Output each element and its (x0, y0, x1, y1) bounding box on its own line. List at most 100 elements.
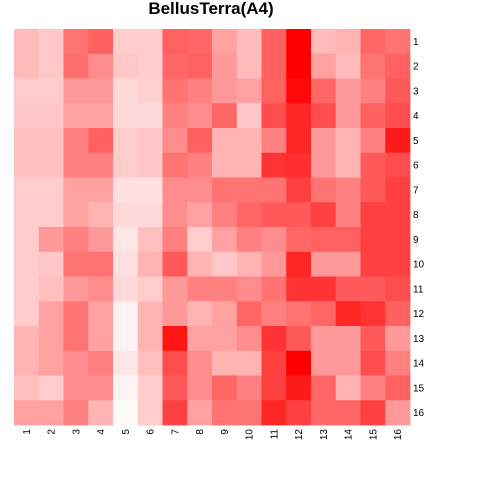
heatmap-cell-r4-c9 (212, 103, 238, 129)
heatmap-cell-r3-c6 (137, 78, 163, 104)
column-label: 16 (393, 429, 404, 441)
heatmap-cell-r1-c4 (88, 29, 114, 55)
heatmap-cell-r3-c3 (63, 78, 89, 104)
heatmap-cell-r8-c10 (236, 202, 262, 228)
heatmap-cell-r6-c2 (38, 152, 64, 178)
column-label: 6 (146, 429, 157, 435)
heatmap-cell-r13-c6 (137, 326, 163, 352)
heatmap-cell-r5-c9 (212, 128, 238, 154)
heatmap-cell-r3-c5 (113, 78, 139, 104)
heatmap-cell-r9-c3 (63, 227, 89, 253)
heatmap-cell-r9-c1 (14, 227, 40, 253)
heatmap-cell-r12-c13 (311, 301, 337, 327)
heatmap-cell-r12-c8 (187, 301, 213, 327)
heatmap-cell-r4-c14 (335, 103, 361, 129)
column-label: 10 (245, 429, 256, 441)
heatmap-cell-r3-c9 (212, 78, 238, 104)
column-label: 13 (319, 429, 330, 441)
row-label: 2 (413, 62, 419, 73)
heatmap-cell-r11-c1 (14, 276, 40, 302)
column-label: 3 (71, 429, 82, 435)
heatmap-cell-r5-c14 (335, 128, 361, 154)
heatmap-cell-r10-c1 (14, 251, 40, 277)
heatmap-cell-r14-c10 (236, 350, 262, 376)
heatmap-cell-r10-c6 (137, 251, 163, 277)
heatmap-cell-r1-c5 (113, 29, 139, 55)
heatmap-cell-r4-c16 (385, 103, 411, 129)
heatmap-cell-r7-c13 (311, 177, 337, 203)
heatmap-cell-r1-c12 (286, 29, 312, 55)
heatmap-cell-r9-c14 (335, 227, 361, 253)
heatmap-cell-r10-c3 (63, 251, 89, 277)
heatmap-cell-r14-c14 (335, 350, 361, 376)
heatmap-cell-r5-c6 (137, 128, 163, 154)
row-label: 16 (413, 408, 425, 419)
heatmap-cell-r12-c10 (236, 301, 262, 327)
heatmap-cell-r13-c2 (38, 326, 64, 352)
heatmap-cell-r10-c7 (162, 251, 188, 277)
heatmap-cell-r15-c10 (236, 375, 262, 401)
heatmap-cell-r1-c7 (162, 29, 188, 55)
row-label: 13 (413, 334, 425, 345)
heatmap-cell-r1-c2 (38, 29, 64, 55)
heatmap-cell-r11-c14 (335, 276, 361, 302)
heatmap-cell-r16-c16 (385, 400, 411, 426)
heatmap-cell-r16-c8 (187, 400, 213, 426)
heatmap-cell-r2-c2 (38, 53, 64, 79)
heatmap-cell-r2-c14 (335, 53, 361, 79)
heatmap-cell-r10-c4 (88, 251, 114, 277)
heatmap-cell-r8-c16 (385, 202, 411, 228)
heatmap-cell-r6-c11 (261, 152, 287, 178)
chart-title: BellusTerra(A4) (148, 0, 273, 18)
heatmap-cell-r16-c4 (88, 400, 114, 426)
heatmap-cell-r9-c2 (38, 227, 64, 253)
heatmap-cell-r2-c1 (14, 53, 40, 79)
heatmap-cell-r2-c3 (63, 53, 89, 79)
heatmap-cell-r6-c8 (187, 152, 213, 178)
heatmap-cell-r16-c10 (236, 400, 262, 426)
heatmap-cell-r3-c4 (88, 78, 114, 104)
heatmap-cell-r4-c2 (38, 103, 64, 129)
heatmap-cell-r15-c15 (360, 375, 386, 401)
heatmap-cell-r14-c7 (162, 350, 188, 376)
heatmap-cell-r7-c16 (385, 177, 411, 203)
heatmap-cell-r15-c6 (137, 375, 163, 401)
heatmap-cell-r14-c3 (63, 350, 89, 376)
heatmap-cell-r10-c2 (38, 251, 64, 277)
heatmap-cell-r13-c16 (385, 326, 411, 352)
heatmap-cell-r14-c9 (212, 350, 238, 376)
heatmap-cell-r15-c8 (187, 375, 213, 401)
heatmap-cell-r4-c6 (137, 103, 163, 129)
heatmap-cell-r13-c1 (14, 326, 40, 352)
heatmap-cell-r13-c14 (335, 326, 361, 352)
heatmap-cell-r2-c8 (187, 53, 213, 79)
heatmap-cell-r13-c8 (187, 326, 213, 352)
heatmap-cell-r7-c14 (335, 177, 361, 203)
heatmap-cell-r16-c3 (63, 400, 89, 426)
heatmap-cell-r14-c2 (38, 350, 64, 376)
column-label: 2 (47, 429, 58, 435)
heatmap-cell-r6-c3 (63, 152, 89, 178)
heatmap-cell-r14-c15 (360, 350, 386, 376)
heatmap-cell-r1-c14 (335, 29, 361, 55)
heatmap-cell-r15-c12 (286, 375, 312, 401)
heatmap-cell-r4-c10 (236, 103, 262, 129)
heatmap-cell-r12-c11 (261, 301, 287, 327)
heatmap-cell-r5-c3 (63, 128, 89, 154)
heatmap-cell-r16-c5 (113, 400, 139, 426)
heatmap-cell-r11-c9 (212, 276, 238, 302)
heatmap-cell-r8-c7 (162, 202, 188, 228)
heatmap-cell-r11-c16 (385, 276, 411, 302)
heatmap-cell-r7-c11 (261, 177, 287, 203)
heatmap-cell-r8-c14 (335, 202, 361, 228)
heatmap-cell-r7-c9 (212, 177, 238, 203)
heatmap-cell-r6-c12 (286, 152, 312, 178)
heatmap-cell-r6-c1 (14, 152, 40, 178)
heatmap-cell-r16-c6 (137, 400, 163, 426)
heatmap-cell-r7-c5 (113, 177, 139, 203)
heatmap-cell-r7-c6 (137, 177, 163, 203)
heatmap-cell-r3-c16 (385, 78, 411, 104)
heatmap-cell-r12-c6 (137, 301, 163, 327)
heatmap-cell-r8-c12 (286, 202, 312, 228)
row-label: 8 (413, 210, 419, 221)
